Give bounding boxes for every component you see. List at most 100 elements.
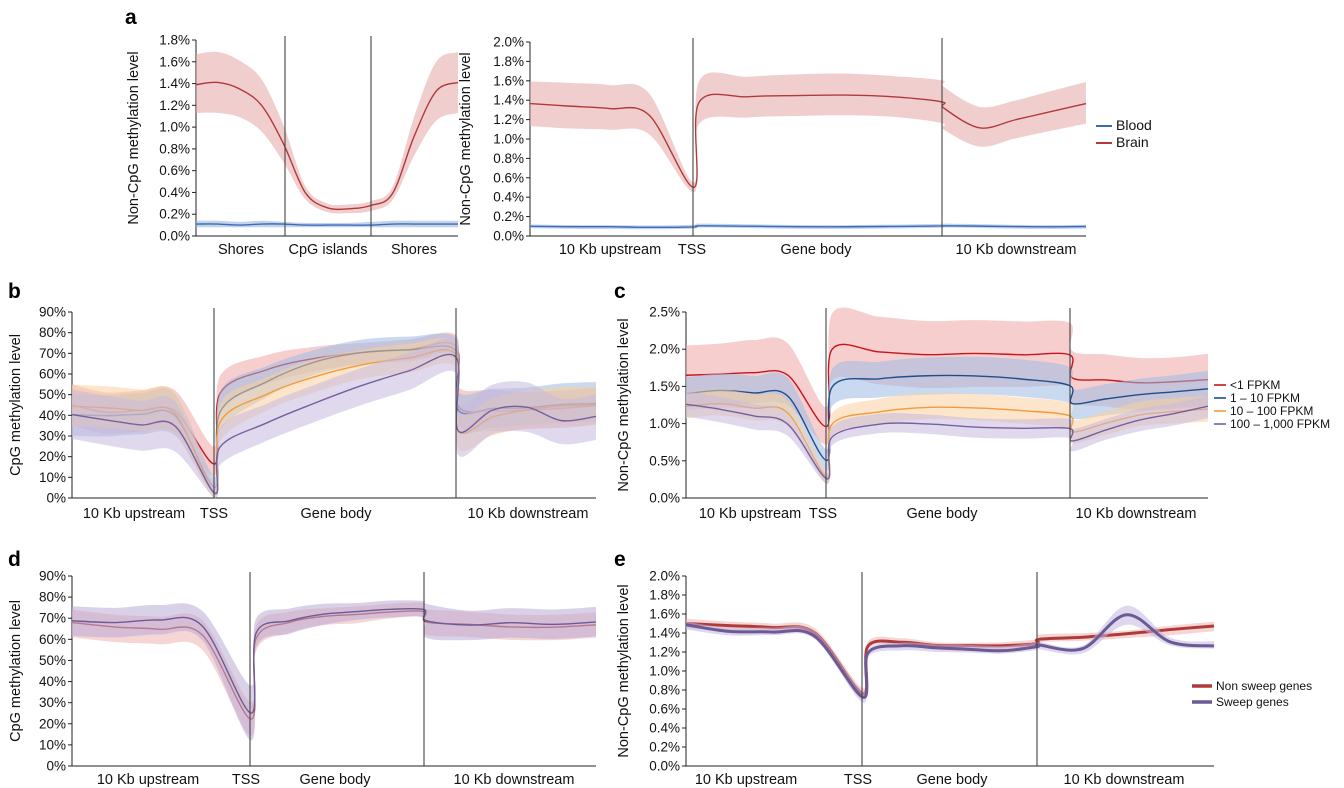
y-tick-label: 0.2% [159,207,190,222]
series-line-Brain [529,93,1087,189]
chart-e: 0.0% 0.2% 0.4% 0.6% 0.8% 1.0% 1.2% 1.4% 1.6% 1.8%… [616,569,1312,788]
y-tick-label: 0.4% [649,721,680,736]
y-tick-label: 90% [39,305,66,320]
y-tick-label: 0.5% [649,453,680,468]
region-label: Gene body [907,506,979,522]
region-label: TSS [809,506,837,522]
y-tick-label: 0.2% [649,740,680,755]
series-line-Brain [195,81,459,211]
y-tick-label: 1.0% [649,664,680,679]
region-label: 10 Kb upstream [695,772,797,788]
y-tick-label: 0.8% [649,683,680,698]
y-tick-label: 0.6% [493,170,524,185]
y-tick-label: 0.0% [493,229,524,244]
y-tick-label: 10% [39,737,66,752]
region-label: 10 Kb downstream [956,242,1077,258]
panel-label-b: b [8,280,21,303]
y-tick-label: 20% [39,449,66,464]
series-line-1 – 10 FPKM [685,374,1209,462]
y-axis-label: Non-CpG methylation level [458,52,474,225]
series-band-Sweep genes [72,600,596,741]
region-label: 10 Kb upstream [559,242,661,258]
y-tick-label: 0.0% [649,759,680,774]
legend-label: 100 – 1,000 FPKM [1230,417,1330,431]
y-tick-label: 0.4% [159,185,190,200]
y-tick-label: 1.6% [649,607,680,622]
y-tick-label: 2.0% [649,342,680,357]
y-tick-label: 1.0% [649,416,680,431]
y-tick-label: 80% [39,325,66,340]
chart-a2: 0.0% 0.2% 0.4% 0.6% 0.8% 1.0% 1.2% 1.4% 1.6% 1.8%… [458,35,1152,259]
y-tick-label: 1.0% [159,120,190,135]
y-tick-label: 1.5% [649,379,680,394]
region-label: 10 Kb downstream [454,772,575,788]
region-label: 10 Kb upstream [97,772,199,788]
panel-label-e: e [614,548,626,571]
legend-label: Brain [1116,134,1149,150]
series-band-Brain [196,51,458,214]
y-tick-label: 2.0% [649,569,680,584]
region-label: 10 Kb downstream [468,506,589,522]
y-tick-label: 1.4% [159,76,190,91]
region-label: TSS [232,772,260,788]
y-tick-label: 80% [39,590,66,605]
y-tick-label: 1.8% [493,54,524,69]
region-label: 10 Kb downstream [1076,506,1197,522]
region-label: Gene body [300,772,372,788]
panel-label-d: d [8,548,21,571]
y-tick-label: 0.2% [493,209,524,224]
y-tick-label: 0.0% [649,491,680,506]
series-band-100 – 1,000 FPKM [686,391,1208,484]
region-label: CpG islands [289,242,368,258]
y-tick-label: 0% [46,491,66,506]
series-band-100 – 1,000 FPKM [72,338,596,498]
region-label: 10 Kb upstream [83,506,185,522]
series-line-Sweep genes [71,607,597,714]
region-label: TSS [844,772,872,788]
series-line-<1 FPKM [685,343,1209,427]
panel-label-a: a [125,6,137,29]
legend-label: 10 – 100 FPKM [1230,404,1313,418]
region-label: Shores [391,242,437,258]
y-tick-label: 40% [39,408,66,423]
series-band-Blood [196,220,458,228]
y-axis-label: CpG methylation level [8,334,24,476]
region-label: Gene body [781,242,853,258]
series-line-Sweep genes [685,613,1215,699]
series-band-<1 FPKM [72,332,596,476]
panel-label-c: c [614,280,626,303]
y-tick-label: 1.0% [493,132,524,147]
region-label: TSS [200,506,228,522]
y-tick-label: 20% [39,716,66,731]
y-tick-label: 1.2% [649,645,680,660]
legend-label: Non sweep genes [1216,679,1312,693]
series-line-100 – 1,000 FPKM [685,403,1209,480]
region-label: 10 Kb downstream [1064,772,1185,788]
region-label: TSS [678,242,706,258]
series-line-100 – 1,000 FPKM [71,353,597,495]
y-tick-label: 70% [39,346,66,361]
y-tick-label: 0.8% [493,151,524,166]
y-tick-label: 0.0% [159,229,190,244]
y-tick-label: 90% [39,569,66,584]
y-axis-label: CpG methylation level [8,600,24,742]
y-axis-label: Non-CpG methylation level [616,318,632,491]
y-tick-label: 0% [46,759,66,774]
legend-label: Sweep genes [1216,695,1289,709]
y-tick-label: 0.6% [159,163,190,178]
y-tick-label: 1.8% [159,33,190,48]
y-tick-label: 50% [39,653,66,668]
series-line-Blood [529,225,1087,229]
y-tick-label: 50% [39,387,66,402]
y-tick-label: 1.4% [493,93,524,108]
y-tick-label: 60% [39,632,66,647]
legend-e: Non sweep genes Sweep genes [1192,679,1312,709]
chart-c: 0.0% 0.5% 1.0% 1.5% 2.0% 2.5% Non-CpG methylat… [616,305,1330,523]
y-tick-label: 10% [39,470,66,485]
y-tick-label: 0.4% [493,190,524,205]
region-label: 10 Kb upstream [699,506,801,522]
region-label: Shores [218,242,264,258]
y-tick-label: 2.5% [649,305,680,320]
